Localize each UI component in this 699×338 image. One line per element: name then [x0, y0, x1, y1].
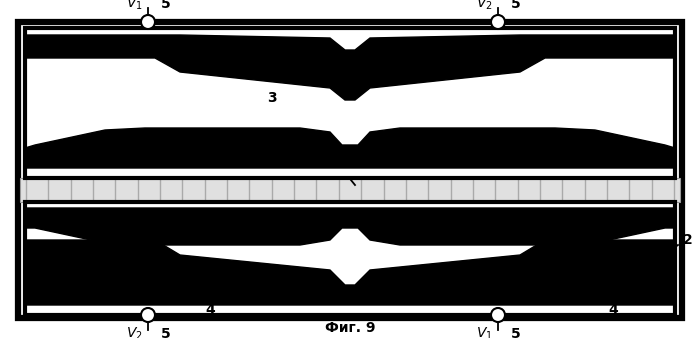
Text: $V_1$: $V_1$: [126, 0, 143, 12]
Text: 4: 4: [627, 41, 637, 55]
Circle shape: [141, 15, 155, 29]
Circle shape: [491, 15, 505, 29]
Text: 4: 4: [608, 303, 618, 317]
Bar: [18, 22, 682, 318]
Text: 3: 3: [267, 91, 277, 105]
Text: 5: 5: [511, 327, 521, 338]
Text: 1: 1: [40, 291, 50, 305]
Text: 4: 4: [30, 46, 40, 60]
Text: 5: 5: [161, 327, 171, 338]
Bar: [20, 178, 680, 202]
Text: 2: 2: [683, 233, 693, 247]
Circle shape: [141, 308, 155, 322]
Text: $V_2$: $V_2$: [126, 326, 143, 338]
Polygon shape: [25, 208, 675, 245]
Text: $V_2$: $V_2$: [475, 0, 492, 12]
Circle shape: [491, 308, 505, 322]
Text: Фиг. 9: Фиг. 9: [325, 321, 375, 335]
Polygon shape: [25, 128, 675, 168]
Text: 4: 4: [205, 303, 215, 317]
Text: $V_1$: $V_1$: [475, 326, 492, 338]
Bar: [25, 28, 675, 178]
Polygon shape: [25, 240, 675, 305]
Text: 5: 5: [511, 0, 521, 11]
Text: 5: 5: [161, 0, 171, 11]
Polygon shape: [25, 35, 675, 100]
Bar: [25, 202, 675, 315]
